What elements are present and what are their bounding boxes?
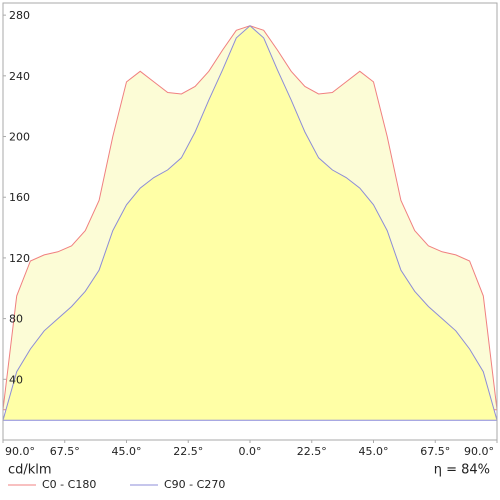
plot-area: [2, 25, 498, 421]
legend: C0 - C180 C90 - C270: [8, 478, 225, 491]
legend-label: C0 - C180: [42, 478, 96, 491]
legend-label: C90 - C270: [164, 478, 225, 491]
x-tick-label: 45.0°: [112, 445, 142, 458]
x-tick-label: 90.0°: [464, 445, 494, 458]
x-tick-label: 22.5°: [297, 445, 327, 458]
unit-label: cd/klm: [8, 463, 52, 478]
x-tick-label: 45.0°: [359, 445, 389, 458]
y-tick-label: 280: [9, 9, 30, 22]
x-tick-label: 90.0°: [5, 445, 35, 458]
y-tick-label: 160: [9, 191, 30, 204]
y-tick-label: 120: [9, 252, 30, 265]
efficiency-label: η = 84%: [434, 463, 490, 478]
y-tick-label: 80: [9, 313, 23, 326]
series-line: [2, 25, 498, 421]
x-tick-label: 67.5°: [420, 445, 450, 458]
y-tick-label: 40: [9, 373, 23, 386]
x-tick-label: 0.0°: [239, 445, 262, 458]
y-tick-label: 240: [9, 70, 30, 83]
x-tick-label: 22.5°: [173, 445, 203, 458]
x-tick-label: 67.5°: [50, 445, 80, 458]
y-tick-label: 200: [9, 131, 30, 144]
